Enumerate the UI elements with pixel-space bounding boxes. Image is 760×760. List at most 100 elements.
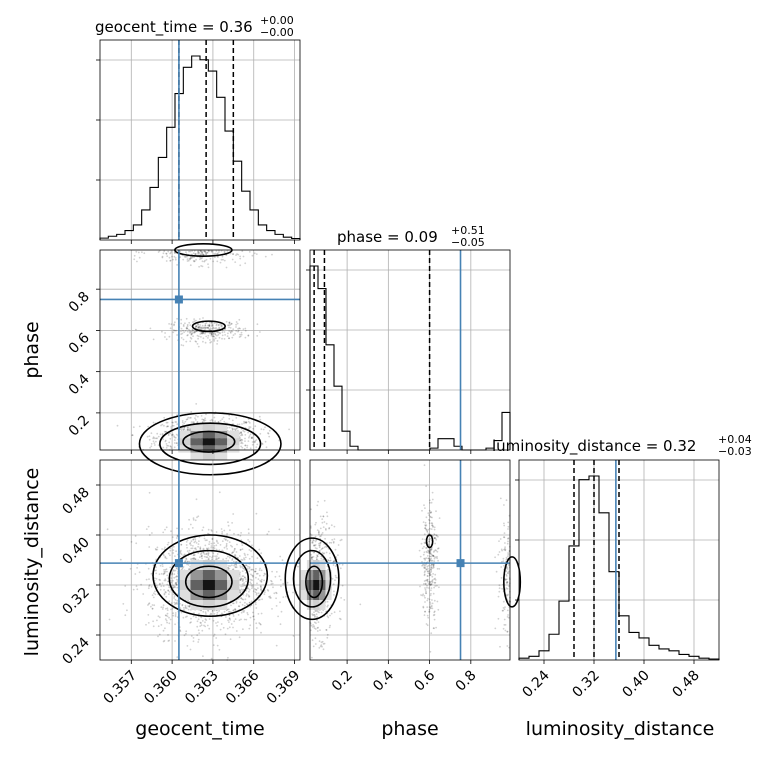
scatter-point [193, 331, 196, 334]
scatter-point [179, 427, 182, 430]
scatter-point [248, 570, 251, 573]
scatter-point [210, 329, 212, 331]
scatter-point [238, 336, 241, 338]
scatter-point [315, 521, 317, 524]
scatter-point [254, 570, 257, 573]
scatter-point [315, 622, 317, 624]
scatter-point [230, 322, 233, 325]
scatter-point [155, 584, 158, 587]
scatter-point [199, 258, 201, 261]
scatter-point [228, 621, 230, 623]
scatter-point [166, 255, 169, 257]
scatter-point [226, 548, 229, 550]
scatter-point [265, 446, 268, 449]
scatter-point [210, 333, 213, 336]
scatter-point [248, 251, 251, 253]
scatter-point [433, 599, 436, 602]
scatter-point [228, 326, 230, 329]
scatter-point [210, 322, 213, 325]
scatter-point [197, 323, 199, 325]
scatter-point [253, 252, 256, 255]
scatter-point [199, 326, 202, 328]
scatter-point [155, 437, 158, 440]
scatter-point [247, 334, 250, 337]
scatter-point [204, 332, 206, 335]
scatter-point [187, 560, 189, 563]
scatter-point [433, 537, 436, 540]
scatter-point [235, 601, 238, 604]
scatter-point [164, 556, 167, 559]
scatter-point [505, 575, 508, 577]
scatter-point [166, 615, 169, 618]
scatter-point [151, 594, 154, 597]
scatter-point [167, 552, 170, 555]
y-tick-label-phase: 0.2 [66, 412, 93, 439]
scatter-point [189, 600, 191, 603]
density-cell [313, 570, 320, 580]
scatter-point [165, 591, 167, 594]
scatter-point [250, 573, 252, 576]
scatter-point [432, 534, 434, 537]
scatter-point [313, 627, 316, 630]
scatter-point [325, 522, 328, 525]
scatter-point [228, 324, 230, 327]
scatter-point [225, 545, 228, 548]
density-cell [227, 570, 240, 580]
scatter-point [188, 331, 191, 334]
scatter-point [192, 554, 195, 556]
scatter-point [239, 333, 242, 336]
scatter-point [255, 592, 258, 595]
scatter-point [433, 613, 436, 616]
scatter-point [211, 331, 214, 334]
scatter-point [235, 321, 238, 323]
scatter-point [239, 439, 242, 442]
scatter-point [423, 614, 426, 616]
scatter-point [216, 553, 219, 555]
scatter-point [182, 324, 185, 326]
scatter-point [191, 328, 194, 331]
scatter-point [334, 548, 337, 551]
scatter-point [499, 497, 502, 500]
scatter-point [433, 578, 436, 581]
scatter-point [202, 317, 204, 319]
scatter-point [198, 326, 200, 329]
scatter-point [507, 555, 509, 558]
scatter-point [323, 499, 326, 502]
density-cell [214, 580, 228, 590]
scatter-point [204, 327, 207, 330]
scatter-point [176, 527, 178, 530]
scatter-point [232, 615, 235, 617]
scatter-point [188, 427, 191, 429]
scatter-point [425, 592, 427, 594]
scatter-point [326, 636, 329, 639]
scatter-point [254, 441, 256, 444]
scatter-point [429, 606, 432, 609]
scatter-point [146, 435, 149, 438]
scatter-point [162, 606, 165, 609]
scatter-point [433, 618, 436, 621]
scatter-point [424, 588, 427, 591]
scatter-point [224, 539, 227, 541]
scatter-point [134, 535, 137, 537]
scatter-point [200, 616, 203, 619]
scatter-point [167, 250, 170, 253]
scatter-point [176, 535, 179, 538]
scatter-point [204, 417, 207, 420]
scatter-point [237, 253, 240, 256]
scatter-point [201, 253, 203, 256]
y-tick-label-phase: 0.6 [66, 330, 93, 357]
scatter-point [188, 330, 191, 333]
scatter-point [191, 330, 193, 333]
scatter-point [172, 584, 175, 587]
scatter-point [501, 609, 504, 612]
scatter-point [251, 443, 254, 446]
scatter-point [171, 424, 174, 427]
density-cell [214, 438, 228, 446]
scatter-point [333, 611, 336, 614]
scatter-point [158, 573, 161, 576]
scatter-point [323, 521, 326, 523]
scatter-point [160, 606, 163, 609]
scatter-point [434, 542, 437, 545]
scatter-point [174, 555, 176, 557]
scatter-point [247, 539, 250, 541]
